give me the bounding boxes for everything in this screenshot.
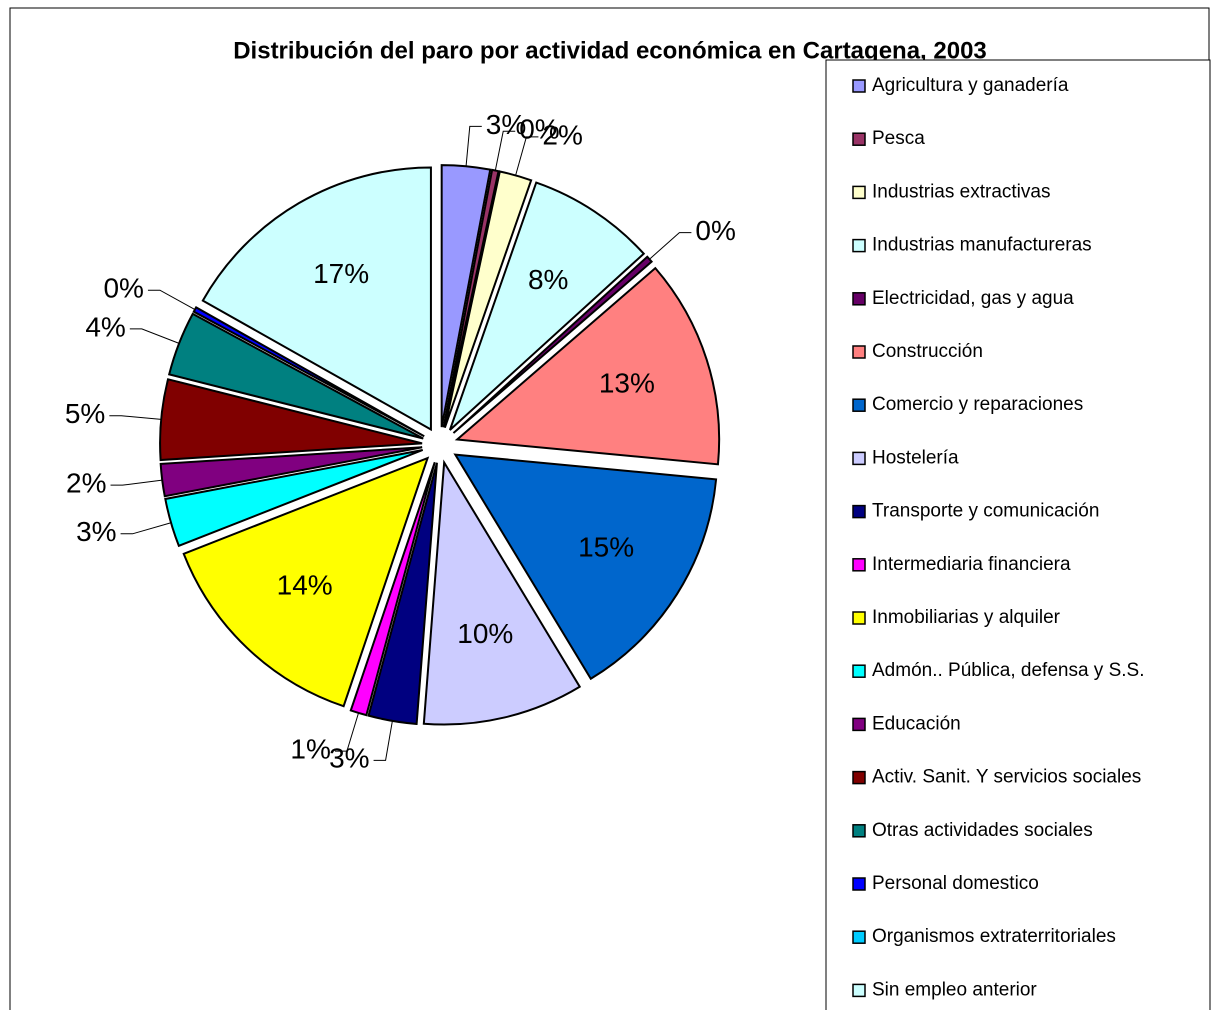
pie-slice	[159, 446, 423, 498]
legend-swatch	[852, 770, 866, 785]
legend-label: Admón.. Pública, defensa y S.S.	[872, 660, 1145, 681]
value-label: 14%	[277, 569, 333, 600]
pie-slice	[453, 453, 718, 681]
pie-slice	[440, 164, 492, 428]
legend-label: Sin empleo anterior	[872, 979, 1037, 1000]
legend-swatch	[852, 664, 866, 678]
value-label: 4%	[85, 311, 125, 342]
legend-label: Inmobiliarias y alquiler	[872, 607, 1061, 628]
pie-slice	[454, 266, 721, 466]
value-label: 5%	[65, 398, 105, 429]
legend-label: Industrias extractivas	[872, 181, 1050, 202]
pie-slice	[422, 459, 582, 726]
value-label: 0%	[695, 215, 735, 246]
leader-line	[109, 415, 162, 420]
legend-swatch	[852, 983, 866, 998]
leader-line	[110, 479, 163, 486]
pie-slice	[182, 456, 430, 708]
legend-swatch	[852, 132, 866, 146]
legend-swatch	[852, 345, 866, 359]
legend-label: Intermediaria financiera	[872, 554, 1071, 575]
legend-label: Industrias manufactureras	[872, 235, 1092, 256]
value-label: 3%	[486, 109, 526, 140]
legend-swatch	[852, 398, 866, 412]
pie-slice	[167, 312, 424, 440]
leader-line	[120, 522, 172, 535]
value-label: 1%	[290, 734, 330, 765]
leader-line	[147, 289, 196, 310]
legend-label: Transporte y comunicación	[872, 501, 1099, 522]
legend-label: Otras actividades sociales	[872, 820, 1093, 841]
pie-slice	[159, 378, 423, 462]
legend-swatch	[852, 717, 866, 732]
legend-label: Activ. Sanit. Y servicios sociales	[872, 767, 1141, 788]
legend-swatch	[852, 185, 866, 200]
leader-line	[373, 720, 393, 761]
legend-swatch	[852, 504, 866, 519]
legend-swatch	[852, 238, 866, 253]
legend-swatch	[852, 611, 866, 625]
value-label: 17%	[313, 258, 369, 289]
legend-label: Agricultura y ganadería	[872, 75, 1069, 96]
leader-line	[129, 328, 180, 344]
leader-line	[334, 712, 360, 752]
legend-label: Comercio y reparaciones	[872, 394, 1083, 415]
value-label: 15%	[578, 532, 634, 563]
legend-label: Pesca	[872, 128, 925, 149]
value-label: 8%	[528, 264, 568, 295]
value-label: 2%	[542, 119, 582, 150]
pie-slice	[349, 461, 436, 717]
value-label: 0%	[103, 273, 143, 304]
legend-swatch	[852, 558, 866, 572]
value-label: 10%	[457, 618, 513, 649]
pie-slice	[201, 166, 432, 432]
leader-line	[649, 232, 692, 260]
pie-slice	[448, 181, 646, 431]
value-label: 2%	[66, 468, 106, 499]
leader-line	[494, 130, 516, 171]
legend-swatch	[852, 930, 866, 944]
legend-swatch	[852, 451, 866, 466]
legend-label: Personal domestico	[872, 873, 1039, 894]
legend-label: Educación	[872, 713, 961, 734]
value-label: 3%	[76, 516, 116, 547]
legend-label: Organismos extraterritoriales	[872, 926, 1116, 947]
value-label: 3%	[329, 743, 369, 774]
leader-line	[515, 136, 539, 176]
legend-label: Electricidad, gas y agua	[872, 288, 1074, 309]
legend-label: Hostelería	[872, 447, 959, 468]
legend-label: Construcción	[872, 341, 983, 362]
legend-swatch	[852, 877, 866, 891]
value-label: 13%	[599, 368, 655, 399]
legend-box	[825, 59, 1211, 1010]
leader-line	[465, 125, 482, 167]
legend-swatch	[852, 292, 866, 306]
legend-swatch	[852, 79, 866, 93]
legend-swatch	[852, 824, 866, 838]
